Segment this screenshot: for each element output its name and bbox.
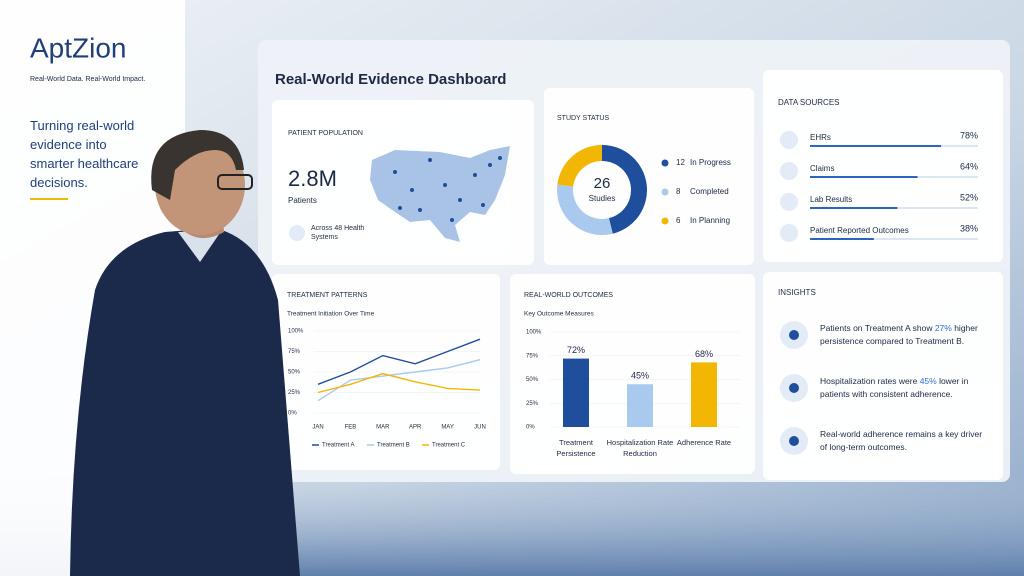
card-title: DATA SOURCES — [778, 98, 840, 107]
legend-value: 12 — [676, 158, 685, 167]
x-tick-label: JAN — [312, 425, 323, 431]
insight-text-part: Hospitalization rates were — [820, 376, 920, 386]
source-name: Patient Reported Outcomes — [810, 226, 909, 235]
bar — [810, 207, 898, 209]
insight-text: Real-world adherence remains a key drive… — [820, 428, 990, 454]
legend-dot — [661, 159, 669, 167]
source-name: Lab Results — [810, 195, 852, 204]
source-value: 64% — [960, 161, 978, 171]
side-panel — [0, 0, 185, 576]
card-subtitle: Treatment Initiation Over Time — [287, 311, 375, 318]
legend-value: 6 — [676, 216, 681, 225]
series-line — [317, 338, 481, 385]
y-tick-label: 100% — [526, 330, 542, 336]
series-line — [317, 359, 481, 402]
y-tick-label: 50% — [526, 377, 539, 383]
card — [763, 272, 1003, 480]
x-tick-label: Treatment Persistence — [556, 438, 596, 458]
donut-segment — [557, 184, 613, 235]
card-subtitle: Key Outcome Measures — [524, 311, 594, 318]
insight-text-part: lower in patients with consistent adhere… — [820, 376, 969, 399]
card-title: PATIENT POPULATION — [288, 130, 363, 137]
legend-label: Treatment B — [377, 443, 410, 449]
bar — [691, 362, 717, 427]
x-tick-label: FEB — [345, 425, 357, 431]
card — [763, 70, 1003, 262]
card-title: REAL-WORLD OUTCOMES — [524, 292, 613, 299]
insight-text-part: Real-world adherence remains a key drive… — [820, 429, 983, 452]
donut-total: 26 — [594, 175, 611, 192]
legend-value: 8 — [676, 187, 681, 196]
legend-label: Completed — [690, 187, 729, 196]
source-icon — [780, 224, 798, 242]
insight-text: Hospitalization rates were 45% lower in … — [820, 375, 990, 401]
bar-track — [810, 238, 978, 240]
x-tick-label: Adherence Rate — [676, 438, 732, 447]
value-label: 45% — [631, 371, 649, 381]
insight-icon-glyph — [789, 436, 799, 446]
insight-highlight: 27% — [934, 323, 952, 333]
card-title: INSIGHTS — [778, 288, 816, 297]
tagline: Real-World Data. Real-World Impact. — [30, 76, 145, 83]
y-tick-label: 75% — [288, 349, 301, 355]
x-tick-label: Hospitalization Rate Reduction — [606, 438, 674, 458]
x-tick-label: MAY — [441, 425, 454, 431]
icon — [289, 225, 305, 241]
x-tick-label: JUN — [474, 425, 486, 431]
y-tick-label: 25% — [526, 401, 539, 407]
y-tick-label: 25% — [288, 390, 301, 396]
insight-icon-glyph — [789, 330, 799, 340]
legend-dot — [661, 217, 669, 225]
source-name: Claims — [810, 164, 834, 173]
source-name: EHRs — [810, 133, 831, 142]
dashboard-title: Real-World Evidence Dashboard — [275, 71, 506, 88]
value-label: 72% — [567, 345, 585, 355]
insight-icon-glyph — [789, 383, 799, 393]
y-tick-label: 50% — [288, 370, 301, 376]
bar — [810, 238, 874, 240]
kpi-value: 2.8M — [288, 166, 337, 191]
us-map — [370, 146, 510, 242]
insight-text-part: higher persistence compared to Treatment… — [820, 323, 978, 346]
brand-name: AptZion — [30, 32, 127, 63]
legend-label: Treatment C — [432, 443, 466, 449]
source-icon — [780, 193, 798, 211]
source-icon — [780, 162, 798, 180]
bar — [810, 145, 942, 147]
card-title: STUDY STATUS — [557, 115, 609, 122]
source-value: 38% — [960, 223, 978, 233]
source-value: 78% — [960, 130, 978, 140]
kpi-note: Across 48 Health Systems — [311, 225, 365, 241]
legend-label: In Progress — [690, 158, 731, 167]
series-line — [317, 372, 481, 394]
donut-label: Studies — [589, 194, 616, 203]
bar — [627, 384, 653, 427]
map-dots — [393, 156, 502, 222]
y-tick-label: 75% — [526, 353, 539, 359]
insight-highlight: 45% — [919, 376, 937, 386]
x-tick-label: MAR — [376, 425, 390, 431]
bar — [563, 358, 589, 427]
headline: Turning real-world evidence into smarter… — [30, 118, 139, 190]
legend-dot — [661, 188, 669, 196]
legend-label: In Planning — [690, 216, 730, 225]
x-tick-label: APR — [409, 425, 422, 431]
y-tick-label: 0% — [526, 425, 535, 431]
donut-segment — [602, 145, 648, 234]
insight-text: Patients on Treatment A show 27% higher … — [820, 322, 990, 348]
legend-label: Treatment A — [322, 443, 354, 449]
card-title: TREATMENT PATTERNS — [287, 292, 368, 299]
source-icon — [780, 131, 798, 149]
source-value: 52% — [960, 192, 978, 202]
insight-text-part: Patients on Treatment A show — [820, 323, 935, 333]
y-tick-label: 0% — [288, 411, 297, 417]
bar — [810, 176, 918, 178]
kpi-label: Patients — [288, 196, 317, 205]
y-tick-label: 100% — [288, 329, 304, 335]
value-label: 68% — [695, 349, 713, 359]
donut-segment — [557, 145, 602, 187]
